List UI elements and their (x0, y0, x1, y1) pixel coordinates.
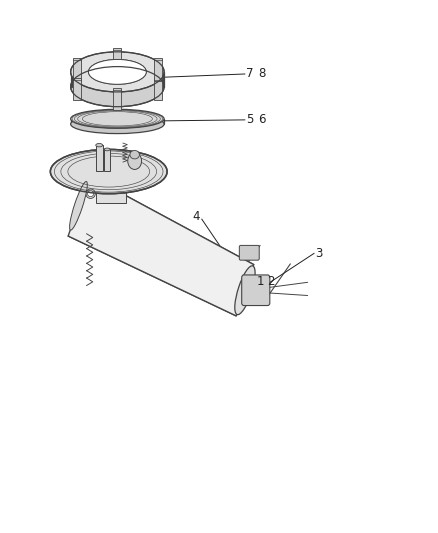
Polygon shape (73, 78, 81, 100)
Text: 8: 8 (258, 68, 265, 80)
Ellipse shape (88, 60, 146, 84)
Polygon shape (96, 173, 126, 203)
Ellipse shape (71, 109, 164, 128)
Polygon shape (96, 145, 102, 171)
Text: 4: 4 (192, 210, 200, 223)
Polygon shape (163, 72, 164, 87)
Ellipse shape (86, 189, 95, 198)
Ellipse shape (71, 52, 164, 92)
FancyBboxPatch shape (239, 245, 259, 260)
Ellipse shape (50, 149, 167, 193)
Polygon shape (154, 58, 162, 82)
Ellipse shape (88, 191, 94, 197)
Ellipse shape (71, 115, 164, 134)
Ellipse shape (235, 266, 255, 314)
Text: 1: 1 (257, 275, 264, 288)
Ellipse shape (96, 143, 102, 147)
Text: 3: 3 (315, 247, 322, 260)
Text: 5: 5 (246, 114, 253, 126)
Polygon shape (113, 88, 121, 110)
Ellipse shape (128, 152, 141, 169)
Text: 7: 7 (246, 68, 253, 80)
Ellipse shape (88, 60, 146, 84)
Polygon shape (104, 149, 110, 171)
Ellipse shape (104, 148, 110, 151)
Text: 6: 6 (258, 114, 265, 126)
Polygon shape (154, 78, 162, 100)
Polygon shape (68, 176, 254, 316)
Ellipse shape (70, 182, 87, 230)
Polygon shape (113, 47, 121, 72)
Ellipse shape (71, 67, 164, 107)
Ellipse shape (130, 150, 139, 159)
Polygon shape (73, 58, 81, 82)
Text: 2: 2 (268, 275, 275, 288)
FancyBboxPatch shape (242, 275, 270, 305)
